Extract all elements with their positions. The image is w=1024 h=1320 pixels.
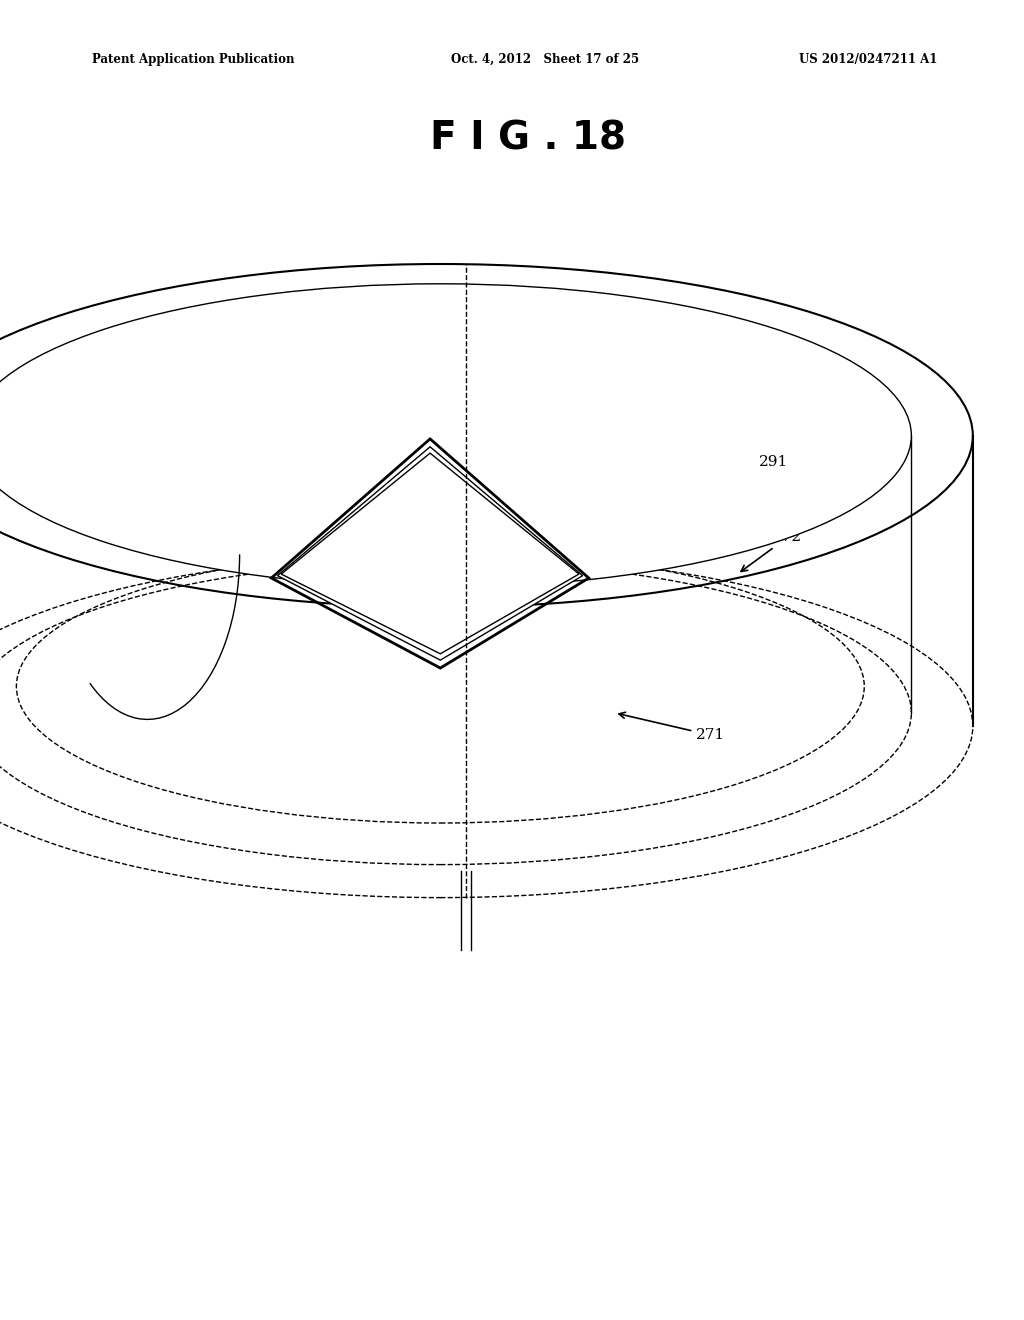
Text: 270: 270 (575, 359, 633, 451)
Text: US 2012/0247211 A1: US 2012/0247211 A1 (799, 53, 937, 66)
Text: 274: 274 (179, 451, 208, 537)
Text: Patent Application Publication: Patent Application Publication (92, 53, 295, 66)
Text: 273a: 273a (716, 478, 785, 525)
Text: 271: 271 (618, 713, 725, 742)
Text: 273b: 273b (307, 399, 400, 446)
Text: 291: 291 (759, 455, 787, 469)
Text: 272: 272 (741, 531, 802, 572)
Ellipse shape (0, 284, 911, 587)
Polygon shape (282, 453, 579, 653)
Polygon shape (278, 446, 583, 660)
Text: G1: G1 (466, 356, 487, 370)
Text: 273: 273 (555, 399, 607, 484)
Text: Oct. 4, 2012   Sheet 17 of 25: Oct. 4, 2012 Sheet 17 of 25 (451, 53, 639, 66)
Text: G2: G2 (454, 330, 475, 343)
Text: F I G . 18: F I G . 18 (430, 120, 626, 157)
